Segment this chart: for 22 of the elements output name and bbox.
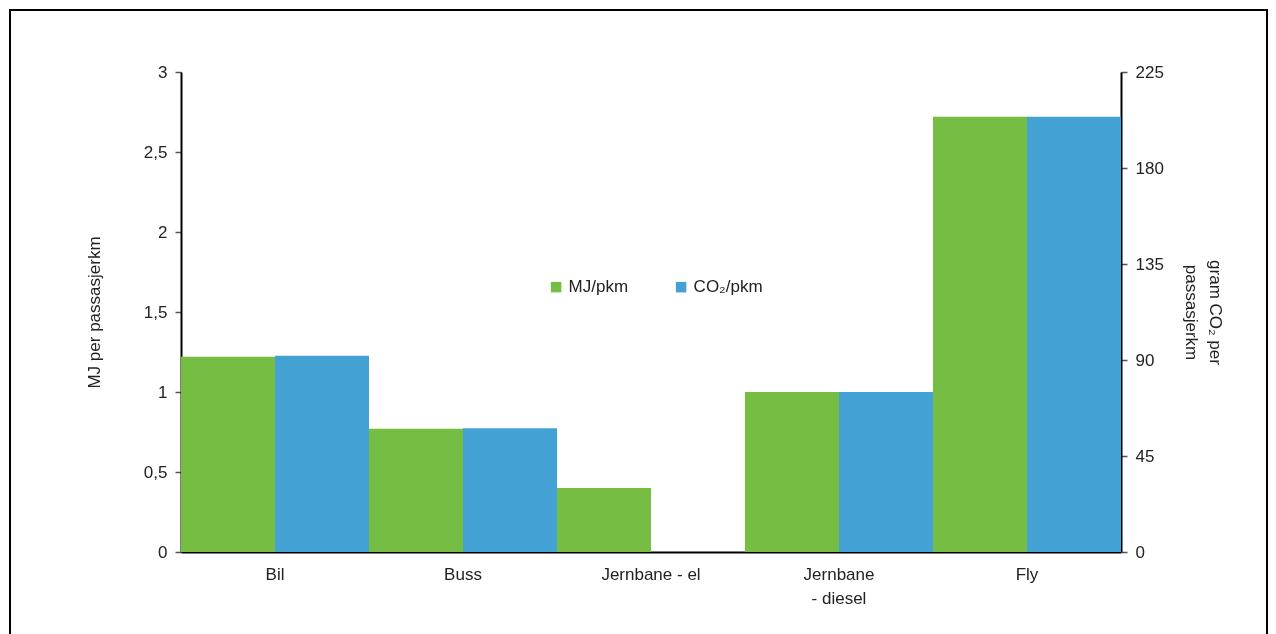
y-tick-label: 0 (158, 542, 168, 562)
y-tick-label: 2,5 (143, 142, 168, 162)
x-tick-label: Bil (265, 564, 285, 584)
y-tick-label: 1,5 (143, 302, 168, 322)
y2-axis-title: gram CO₂ per passasjerkm (1181, 260, 1225, 366)
y-tick-label: 1 (158, 382, 168, 402)
legend-label: CO₂/pkm (693, 277, 763, 297)
y-tick-label: 2 (158, 222, 168, 242)
y-axis-title: MJ per passasjerkm (84, 236, 104, 389)
x-tick-label: Jernbane - el (601, 564, 701, 584)
y2-tick-label: 0 (1135, 542, 1145, 562)
y2-tick-label: 45 (1135, 446, 1155, 466)
y-tick-label: 3 (158, 62, 168, 82)
y2-tick-label: 135 (1135, 254, 1164, 274)
legend-label: MJ/pkm (568, 277, 629, 297)
y2-tick-label: 90 (1135, 350, 1155, 370)
y-tick-label: 0,5 (143, 462, 168, 482)
y2-tick-label: 225 (1135, 62, 1164, 82)
x-tick-label: Fly (1015, 564, 1039, 584)
x-tick-label: Jernbane - diesel (803, 564, 875, 608)
x-tick-label: Buss (444, 564, 482, 584)
y2-tick-label: 180 (1135, 158, 1164, 178)
